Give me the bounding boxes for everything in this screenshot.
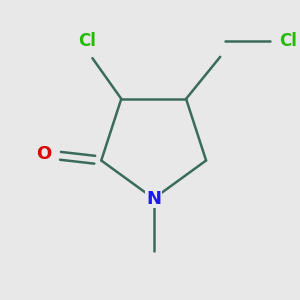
Text: Cl: Cl <box>280 32 297 50</box>
Text: N: N <box>146 190 161 208</box>
Text: Cl: Cl <box>78 32 96 50</box>
Text: O: O <box>36 145 51 163</box>
